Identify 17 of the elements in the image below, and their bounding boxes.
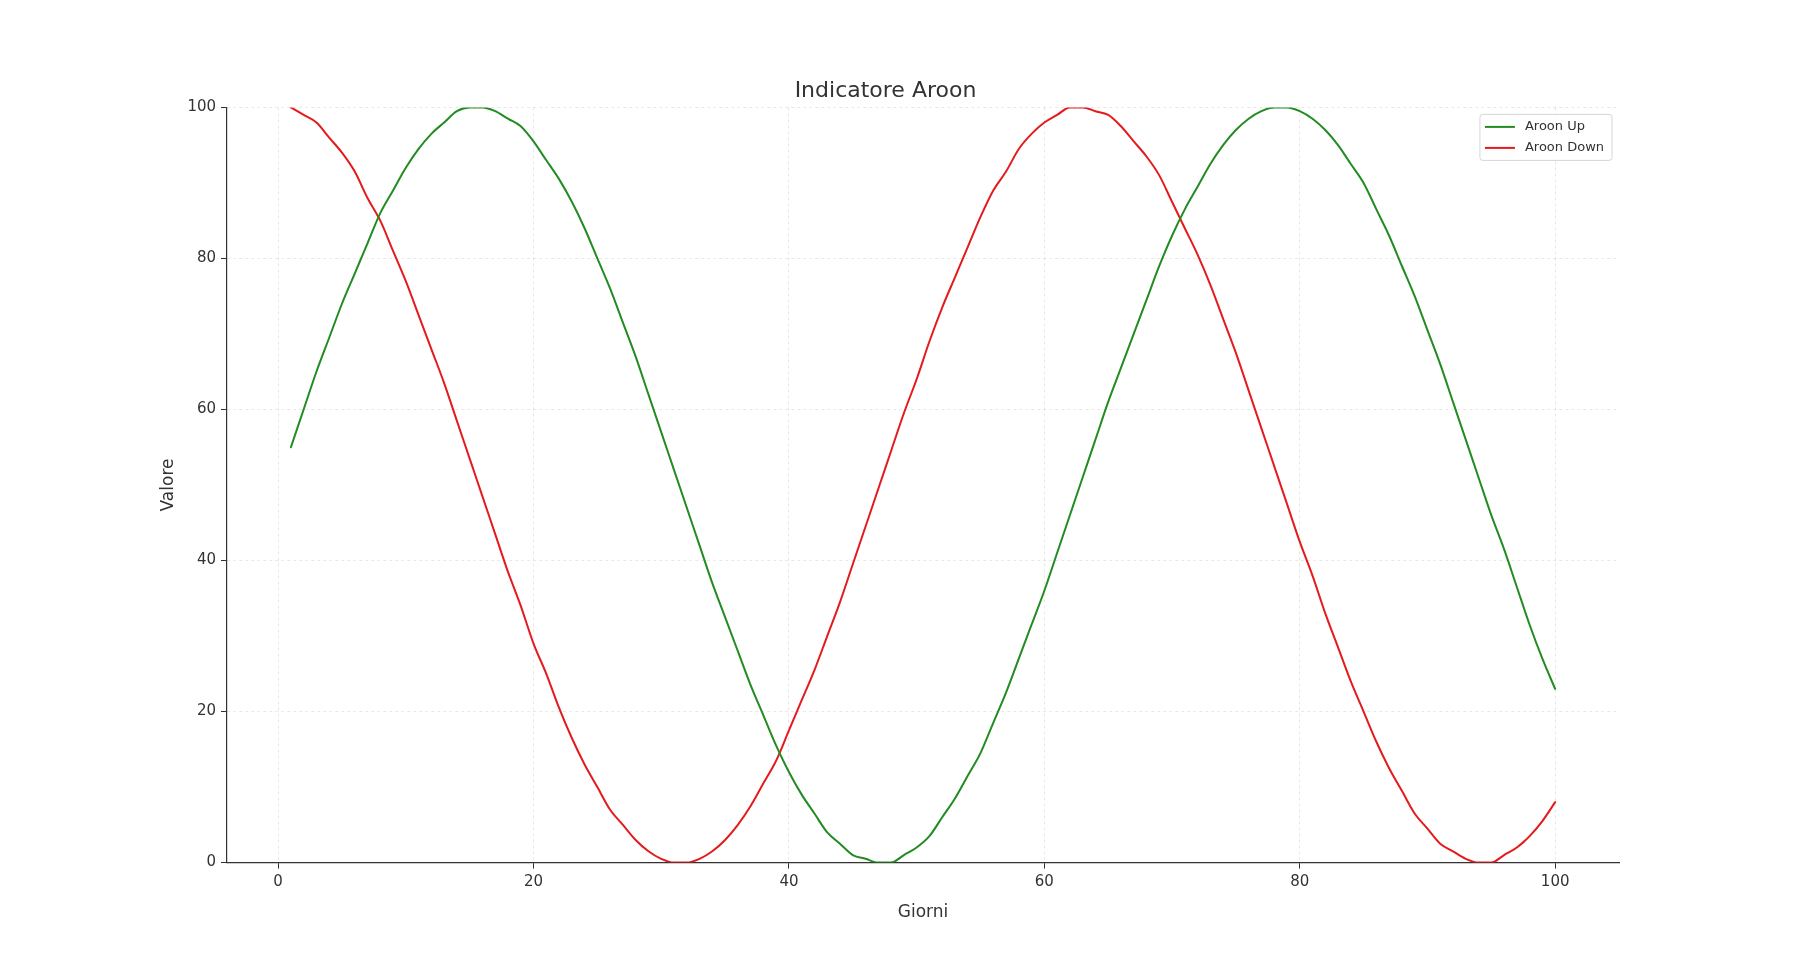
x-tick-label: 100 xyxy=(1540,872,1570,891)
x-tick-label: 80 xyxy=(1290,872,1310,891)
y-tick-label: 40 xyxy=(196,550,217,569)
y-tick-label: 60 xyxy=(196,399,217,418)
y-tick-label: 0 xyxy=(206,852,217,871)
x-axis-title: Giorni xyxy=(897,901,949,922)
legend-label: Aroon Up xyxy=(1524,118,1585,134)
y-tick-label: 20 xyxy=(196,701,217,720)
x-tick-label: 40 xyxy=(779,872,799,891)
chart-title: Indicatore Aroon xyxy=(794,76,977,102)
y-tick-label: 80 xyxy=(196,248,217,267)
y-tick-label: 100 xyxy=(187,97,217,116)
legend-label: Aroon Down xyxy=(1524,139,1605,155)
x-tick-label: 0 xyxy=(273,872,283,891)
x-tick-label: 20 xyxy=(523,872,544,891)
y-axis-title: Valore xyxy=(156,458,177,512)
x-tick-label: 60 xyxy=(1034,872,1054,891)
